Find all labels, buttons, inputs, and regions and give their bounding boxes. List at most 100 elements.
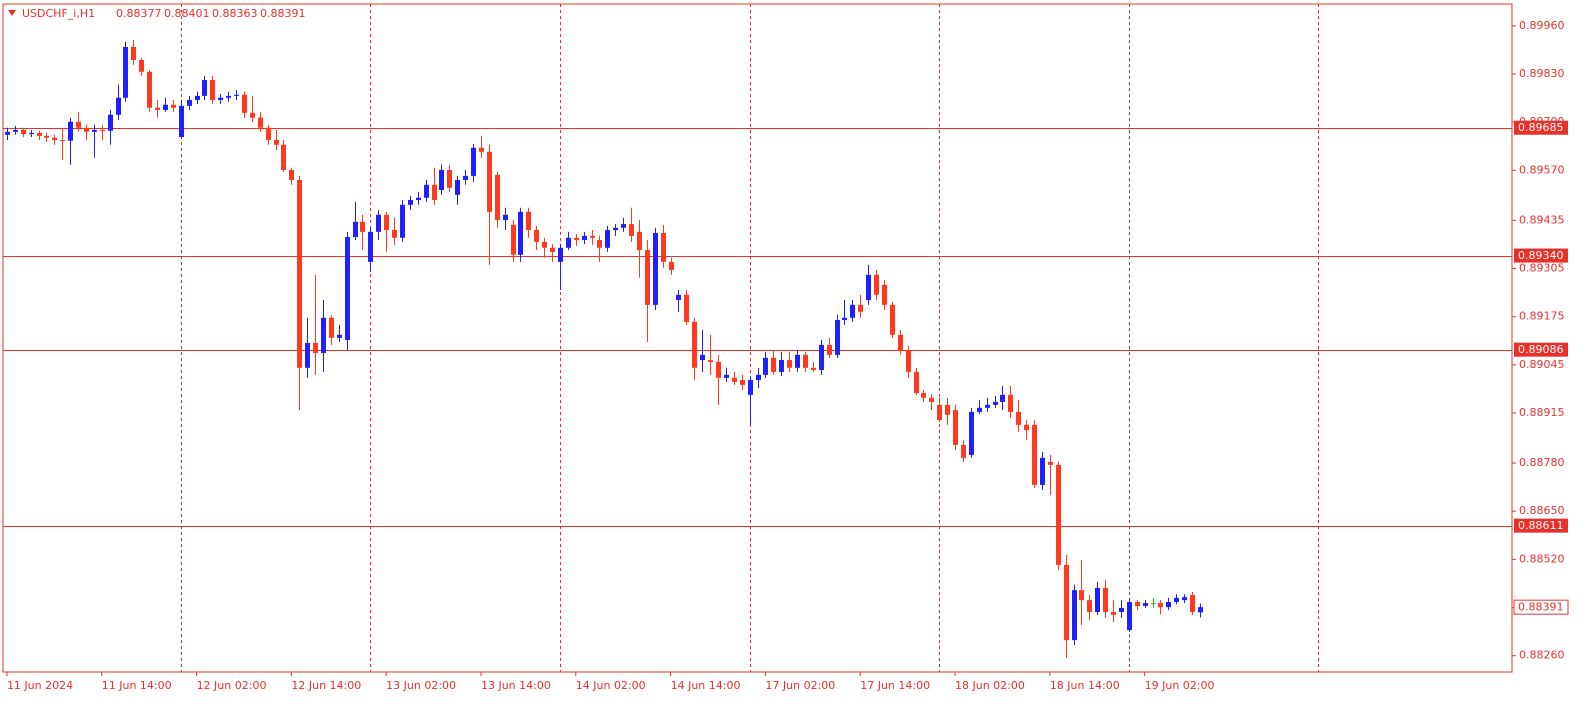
candle-body [890, 304, 895, 335]
candle-body [37, 132, 42, 136]
candle-body [1127, 601, 1132, 631]
candle-body [526, 211, 531, 231]
candle-body [242, 94, 247, 113]
candle-body [187, 99, 192, 106]
candle-body [1103, 587, 1108, 612]
header-high: 0.88401 [164, 7, 210, 20]
candle-body [210, 79, 215, 100]
candle-body [1111, 611, 1116, 615]
candle-body [392, 230, 397, 238]
x-tick-label: 11 Jun 2024 [7, 679, 73, 692]
candle-body [684, 294, 689, 322]
candle-body [360, 221, 365, 232]
candle-body [613, 227, 618, 231]
candle-body [171, 104, 176, 108]
candle-body [5, 131, 10, 135]
candle-body [779, 360, 784, 372]
candle-body [60, 139, 65, 141]
candle-body [447, 169, 452, 188]
candle-body [969, 411, 974, 455]
x-tick-label: 19 Jun 02:00 [1145, 679, 1215, 692]
candle-body [716, 361, 721, 378]
candle-body [898, 334, 903, 351]
candle-body [1166, 601, 1171, 608]
candle-body [92, 129, 97, 132]
level-label: 0.88611 [1518, 519, 1564, 532]
candle-body [961, 444, 966, 458]
x-tick-label: 12 Jun 02:00 [197, 679, 267, 692]
candle-body [574, 237, 579, 241]
candle-body [550, 247, 555, 252]
level-label-box [1514, 248, 1568, 263]
candle-body [408, 199, 413, 205]
level-label-box [1514, 518, 1568, 533]
y-tick-label: 0.88520 [1519, 552, 1565, 565]
candle-body [534, 230, 539, 242]
candle-body [455, 179, 460, 195]
candle-body [52, 137, 57, 140]
candle-body [929, 397, 934, 402]
candle-body [202, 79, 207, 96]
candle-body [511, 224, 516, 255]
candle-body [708, 360, 713, 362]
candle-body [1135, 601, 1140, 607]
y-tick-label: 0.89305 [1519, 262, 1565, 275]
candle-body [1032, 424, 1037, 485]
candle-body [376, 214, 381, 232]
candle-body [495, 174, 500, 220]
candle-body [384, 214, 389, 231]
candle-body [13, 129, 18, 132]
level-label-box [1514, 120, 1568, 135]
candle-body [811, 367, 816, 371]
candle-body [1000, 394, 1005, 402]
candle-body [653, 232, 658, 305]
candle-body [763, 357, 768, 375]
candle-body [321, 317, 326, 354]
candle-body [503, 214, 508, 220]
candle-body [21, 129, 26, 135]
candle-body [518, 211, 523, 255]
candle-body [226, 95, 231, 98]
candle-body [266, 127, 271, 140]
x-tick-label: 17 Jun 02:00 [765, 679, 835, 692]
candle-body [937, 404, 942, 421]
symbol-menu-arrow[interactable] [8, 10, 16, 16]
header-close: 0.88391 [260, 7, 306, 20]
candle-body [827, 344, 832, 355]
candle-body [250, 112, 255, 118]
candle-body [313, 343, 318, 354]
candle-body [637, 231, 642, 251]
candle-body [1079, 590, 1084, 601]
candle-body [353, 221, 358, 238]
candle-body [953, 410, 958, 445]
header-low: 0.88363 [212, 7, 258, 20]
candle-body [1143, 603, 1148, 607]
candle-body [748, 380, 753, 395]
candle-body [1174, 597, 1179, 602]
level-label: 0.89685 [1518, 121, 1564, 134]
candle-body [1198, 607, 1203, 613]
candle-body [329, 317, 334, 338]
x-tick-label: 18 Jun 14:00 [1050, 679, 1120, 692]
candle-body [1008, 394, 1013, 412]
candle-body [945, 404, 950, 415]
candle-body [993, 401, 998, 405]
candle-body [487, 151, 492, 212]
level-label: 0.89340 [1518, 249, 1564, 262]
candle-body [850, 304, 855, 318]
y-tick-label: 0.88915 [1519, 406, 1565, 419]
candle-body [1190, 594, 1195, 612]
candle-body [439, 169, 444, 190]
x-tick-label: 11 Jun 14:00 [102, 679, 172, 692]
candle-body [258, 117, 263, 128]
candle-body [179, 105, 184, 138]
candle-body [368, 231, 373, 262]
x-tick-label: 17 Jun 14:00 [860, 679, 930, 692]
candle-body [582, 235, 587, 241]
y-tick-label: 0.88650 [1519, 504, 1565, 517]
candle-body [116, 97, 121, 115]
candle-body [432, 184, 437, 200]
candle-body [858, 304, 863, 312]
candle-body [732, 377, 737, 382]
